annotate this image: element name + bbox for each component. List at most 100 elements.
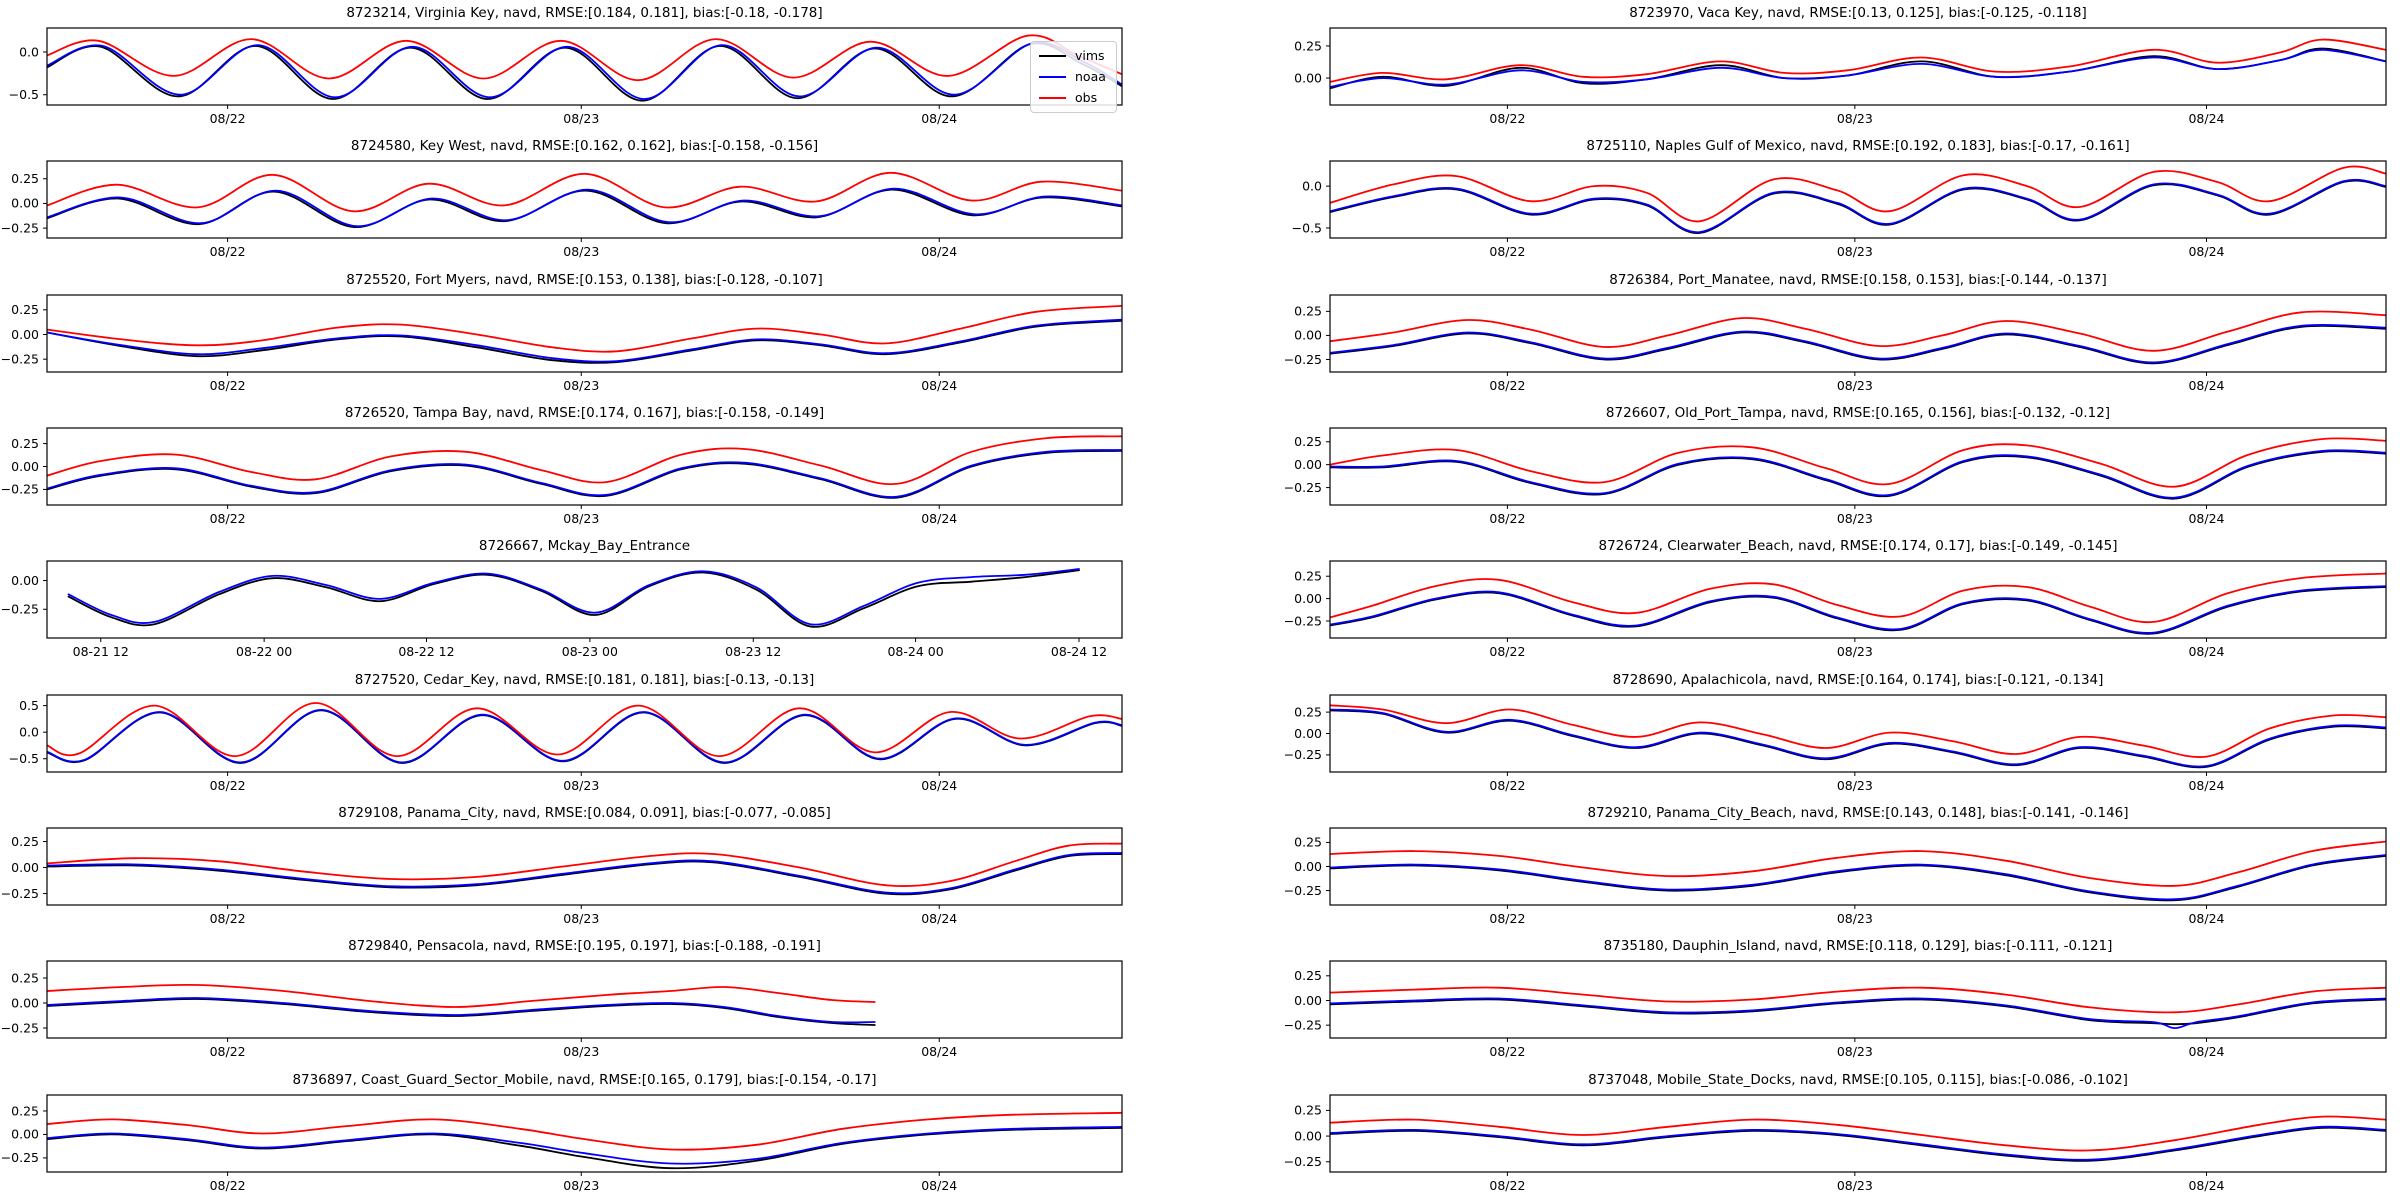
axes-box [1329,160,2387,239]
legend: vims noaa obs [1030,41,1117,113]
x-tick-label: 08/23 [563,911,599,926]
series-noaa-line [1330,449,2386,499]
subplot-8726384: 8726384, Port_Manatee, navd, RMSE:[0.158… [1240,267,2400,401]
x-tick-label: 08/22 [1489,911,1525,926]
legend-label: noaa [1075,69,1106,84]
y-tick-label: 0.25 [1294,835,1322,850]
subplot-title: 8726667, Mckay_Bay_Entrance [478,538,691,555]
x-tick-label: 08/24 [921,378,957,393]
y-tick-label: −0.25 [1,886,39,901]
x-tick-label: 08/24 [921,1044,957,1059]
x-tick-label: 08/24 [2188,1178,2224,1193]
subplot-title: 8727520, Cedar_Key, navd, RMSE:[0.181, 0… [354,671,815,688]
legend-item-obs: obs [1039,89,1106,107]
y-tick-label: −0.25 [1,221,39,236]
x-tick-label: 08/23 [563,511,599,526]
axes-box [1329,827,2387,906]
series-noaa-line [47,449,1122,498]
axes-box [1329,960,2387,1039]
x-tick-label: 08/22 [1489,644,1525,659]
series-obs-line [1330,986,2386,1014]
series-obs-line [1330,1115,2386,1152]
x-tick-label: 08/23 [1837,911,1873,926]
x-tick-label: 08/22 [210,378,246,393]
x-tick-label: 08/22 [1489,511,1525,526]
subplot-canvas: 0.25 0.00 −0.25 08/22 08/23 08/24 [1284,1094,2387,1193]
x-tick-label: 08-21 12 [73,644,129,659]
series-vims-line [47,42,1122,102]
x-tick-label: 08/24 [921,778,957,793]
subplot-canvas: 0.25 0.00 −0.25 08/22 08/23 08/24 [1284,694,2387,793]
subplot-8725110: 8725110, Naples Gulf of Mexico, navd, RM… [1240,133,2400,267]
series-noaa-line [47,318,1122,363]
y-tick-label: 0.00 [1294,993,1322,1008]
axes-box [1329,560,2387,639]
y-tick-label: 0.0 [1302,179,1322,194]
series-obs-line [1330,572,2386,624]
subplot-8735180: 8735180, Dauphin_Island, navd, RMSE:[0.1… [1240,933,2400,1067]
subplot-title: 8726520, Tampa Bay, navd, RMSE:[0.174, 0… [344,405,825,421]
axes-box [1329,694,2387,773]
subplot-canvas: 0.25 0.00 −0.25 08/22 08/23 08/24 [1,294,1123,393]
y-tick-label: 0.0 [19,44,39,59]
y-tick-label: −0.25 [1284,1154,1322,1169]
y-tick-label: 0.00 [11,326,39,341]
y-tick-label: 0.00 [11,1126,39,1141]
series-obs-line [47,172,1122,213]
subplot-title: 8736897, Coast_Guard_Sector_Mobile, navd… [292,1071,877,1088]
subplot-canvas: 0.25 0.00 −0.25 08/22 08/23 08/24 [1,160,1123,259]
y-tick-label: −0.25 [1284,1018,1322,1033]
series-vims-line [47,1126,1122,1169]
subplot-title: 8724580, Key West, navd, RMSE:[0.162, 0.… [350,138,819,155]
subplot-canvas: 0.25 0.00 −0.25 08/22 08/23 08/24 [1284,294,2387,393]
subplot-title: 8729108, Panama_City, navd, RMSE:[0.084,… [338,805,831,821]
x-tick-label: 08/22 [210,778,246,793]
y-tick-label: 0.25 [11,302,39,317]
y-tick-label: −0.25 [1284,883,1322,898]
series-noaa-line [47,187,1122,228]
subplot-title: 8729840, Pensacola, navd, RMSE:[0.195, 0… [348,938,821,955]
series-obs-line [1330,310,2386,352]
series-obs-line [47,1111,1122,1151]
subplot-title: 8737048, Mobile_State_Docks, navd, RMSE:… [1588,1071,2128,1088]
x-tick-label: 08/23 [563,244,599,259]
series-noaa-line [47,708,1122,763]
y-tick-label: 0.25 [11,171,39,186]
subplot-canvas: 0.00 −0.25 08-21 12 08-22 00 08-22 12 08-23 0… [1,560,1123,659]
x-tick-label: 08/23 [1837,511,1873,526]
subplot-canvas: 0.25 0.00 −0.25 08/22 08/23 08/24 [1,960,1123,1059]
subplot-title: 8726607, Old_Port_Tampa, navd, RMSE:[0.1… [1605,405,2111,421]
y-tick-label: 0.25 [1294,968,1322,983]
x-tick-label: 08/23 [563,111,599,126]
y-tick-label: −0.25 [1284,747,1322,762]
x-tick-label: 08/23 [1837,1178,1873,1193]
noaa-line-swatch-icon [1039,76,1066,78]
subplot-canvas: 0.25 0.00 −0.25 08/22 08/23 08/24 [1,1094,1123,1193]
subplot-canvas: 0.25 0.00 −0.25 08/22 08/23 08/24 [1284,427,2387,526]
subplot-8726724: 8726724, Clearwater_Beach, navd, RMSE:[0… [1240,533,2400,667]
subplot-8726520: 8726520, Tampa Bay, navd, RMSE:[0.174, 0… [0,400,1240,534]
series-vims-line [1330,855,2386,902]
x-tick-label: 08/23 [1837,644,1873,659]
series-noaa-line [47,852,1122,895]
axes-box [1329,27,2387,106]
series-obs-line [47,842,1122,887]
x-tick-label: 08/23 [563,378,599,393]
series-noaa-line [67,568,1080,626]
series-obs-line [1330,437,2386,488]
series-obs-line [47,304,1122,353]
series-noaa-line [1330,997,2386,1030]
x-tick-label: 08/22 [210,1044,246,1059]
y-tick-label: −0.5 [9,751,39,766]
x-tick-label: 08/24 [2188,244,2224,259]
axes-box [1329,1094,2387,1173]
x-tick-label: 08/24 [921,1178,957,1193]
x-tick-label: 08/24 [2188,644,2224,659]
series-noaa-line [1330,708,2386,768]
x-tick-label: 08-24 12 [1051,644,1107,659]
y-tick-label: 0.00 [1294,457,1322,472]
series-vims-line [47,998,876,1027]
x-tick-label: 08-22 12 [398,644,454,659]
axes-box [46,560,1123,639]
